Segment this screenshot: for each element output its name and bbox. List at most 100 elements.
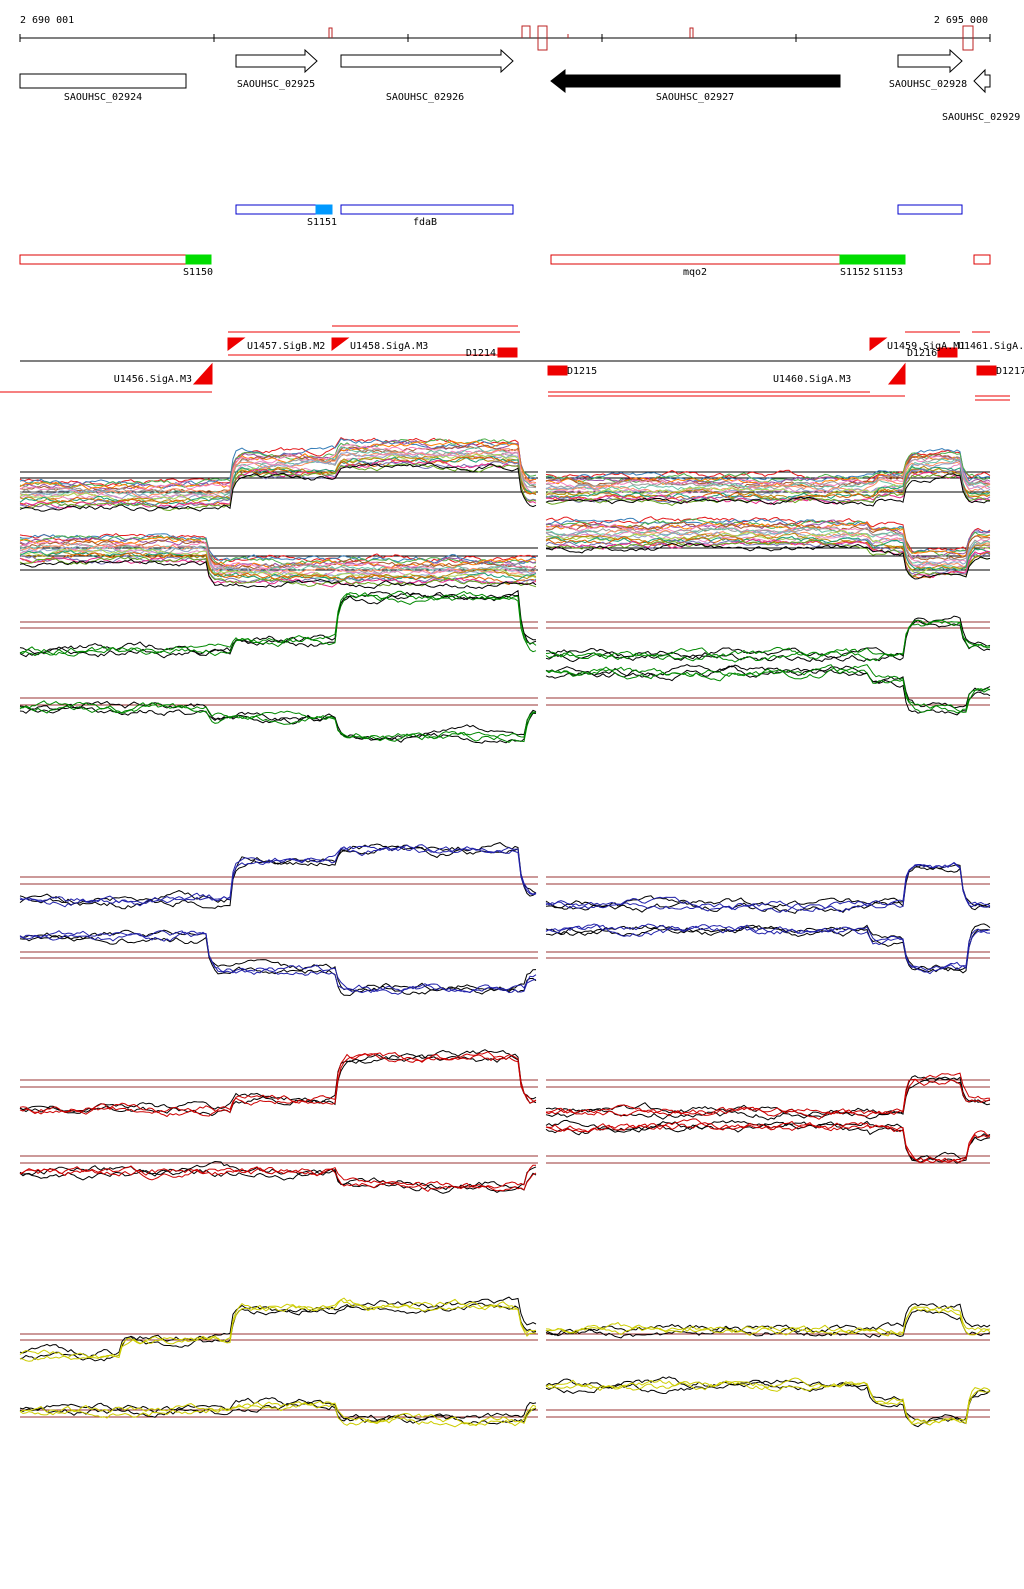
trace bbox=[19, 1400, 537, 1428]
trace bbox=[545, 519, 991, 559]
feature-box bbox=[19, 254, 212, 265]
trace bbox=[19, 438, 537, 488]
gene-label: SAOUHSC_02927 bbox=[656, 92, 734, 103]
trace bbox=[19, 1049, 537, 1113]
promoter-flag bbox=[192, 337, 906, 385]
trace bbox=[545, 1118, 991, 1162]
gene-label: SAOUHSC_02924 bbox=[64, 92, 142, 103]
feature-fill bbox=[185, 254, 212, 265]
trace bbox=[545, 1076, 991, 1121]
trace bbox=[19, 703, 536, 744]
feature-box bbox=[897, 204, 963, 215]
feature-label: mqo2 bbox=[683, 267, 707, 278]
trace bbox=[19, 931, 537, 995]
ruler-label: 2 695 000 bbox=[934, 15, 988, 26]
gene-label: SAOUHSC_02926 bbox=[386, 92, 464, 103]
trace bbox=[545, 453, 991, 489]
trace bbox=[545, 451, 991, 483]
trace bbox=[19, 533, 537, 567]
trace bbox=[545, 1303, 991, 1336]
ruler-label: 2 690 001 bbox=[20, 15, 74, 26]
feature-label: S1150 bbox=[183, 267, 213, 278]
trace bbox=[19, 593, 537, 659]
trace bbox=[19, 1297, 537, 1360]
trace bbox=[545, 459, 991, 496]
trace bbox=[19, 1302, 537, 1362]
feature-label: fdaB bbox=[413, 217, 437, 228]
feature-fill bbox=[839, 254, 906, 265]
trace bbox=[19, 844, 537, 908]
trace bbox=[545, 925, 991, 974]
trace bbox=[545, 1379, 991, 1426]
trace bbox=[19, 536, 537, 570]
trace bbox=[19, 555, 537, 588]
trace bbox=[19, 1168, 537, 1194]
promoter-label: D1216 bbox=[907, 348, 937, 359]
trace bbox=[545, 1075, 991, 1117]
trace bbox=[545, 866, 991, 914]
trace bbox=[545, 664, 991, 713]
trace bbox=[19, 1160, 537, 1191]
trace bbox=[19, 929, 537, 992]
feature-shapes bbox=[19, 204, 991, 265]
promoter-label: D1215 bbox=[567, 366, 597, 377]
trace bbox=[19, 845, 537, 910]
promoter-label: U1459.SigA.M1 bbox=[887, 341, 965, 352]
promoter-box bbox=[497, 347, 518, 358]
trace bbox=[545, 526, 991, 568]
gene-box bbox=[19, 73, 187, 89]
trace bbox=[19, 702, 537, 742]
feature-box bbox=[973, 254, 991, 265]
gene-arrow bbox=[973, 68, 991, 94]
trace bbox=[545, 666, 991, 714]
trace bbox=[19, 700, 537, 743]
trace bbox=[19, 592, 537, 657]
trace bbox=[545, 473, 991, 507]
promoter-shapes bbox=[0, 325, 1010, 401]
gene-arrow bbox=[897, 48, 963, 74]
feature-fill bbox=[315, 204, 333, 215]
trace bbox=[545, 1078, 991, 1120]
trace bbox=[19, 451, 537, 501]
trace bbox=[19, 544, 537, 574]
trace bbox=[545, 542, 991, 580]
feature-box bbox=[340, 204, 514, 215]
trace bbox=[545, 1306, 991, 1337]
trace bbox=[19, 1397, 537, 1422]
trace bbox=[19, 462, 537, 512]
trace bbox=[545, 619, 991, 663]
gene-arrow bbox=[340, 48, 514, 74]
promoter-box bbox=[976, 365, 997, 376]
trace bbox=[545, 521, 991, 557]
promoter-line bbox=[0, 325, 1010, 401]
trace bbox=[545, 458, 991, 491]
trace bbox=[19, 541, 537, 575]
trace bbox=[545, 923, 991, 971]
promoter-label: U1457.SigB.M2 bbox=[247, 341, 325, 352]
feature-label: S1151 bbox=[307, 217, 337, 228]
gene-label: SAOUHSC_02929 bbox=[942, 112, 1020, 123]
trace bbox=[19, 930, 537, 994]
trace bbox=[19, 438, 537, 489]
gene-label: SAOUHSC_02925 bbox=[237, 79, 315, 90]
trace bbox=[545, 1376, 991, 1423]
ruler-tick bbox=[19, 34, 991, 42]
trace bbox=[545, 539, 991, 578]
promoter-box bbox=[937, 347, 958, 358]
promoter-label: U1458.SigA.M3 bbox=[350, 341, 428, 352]
trace bbox=[19, 844, 537, 907]
promoter-label: D1217 bbox=[996, 366, 1024, 377]
gene-arrow bbox=[550, 68, 841, 94]
trace bbox=[19, 1402, 537, 1427]
trace bbox=[545, 473, 991, 507]
trace bbox=[545, 1121, 991, 1164]
promoter-label: U1456.SigA.M3 bbox=[114, 374, 192, 385]
gene-shapes bbox=[19, 48, 991, 94]
trace bbox=[19, 590, 537, 656]
trace bbox=[19, 1051, 537, 1115]
trace bbox=[545, 665, 991, 716]
trace bbox=[19, 1052, 537, 1118]
trace bbox=[19, 444, 537, 495]
trace bbox=[19, 557, 537, 588]
trace bbox=[545, 923, 991, 971]
